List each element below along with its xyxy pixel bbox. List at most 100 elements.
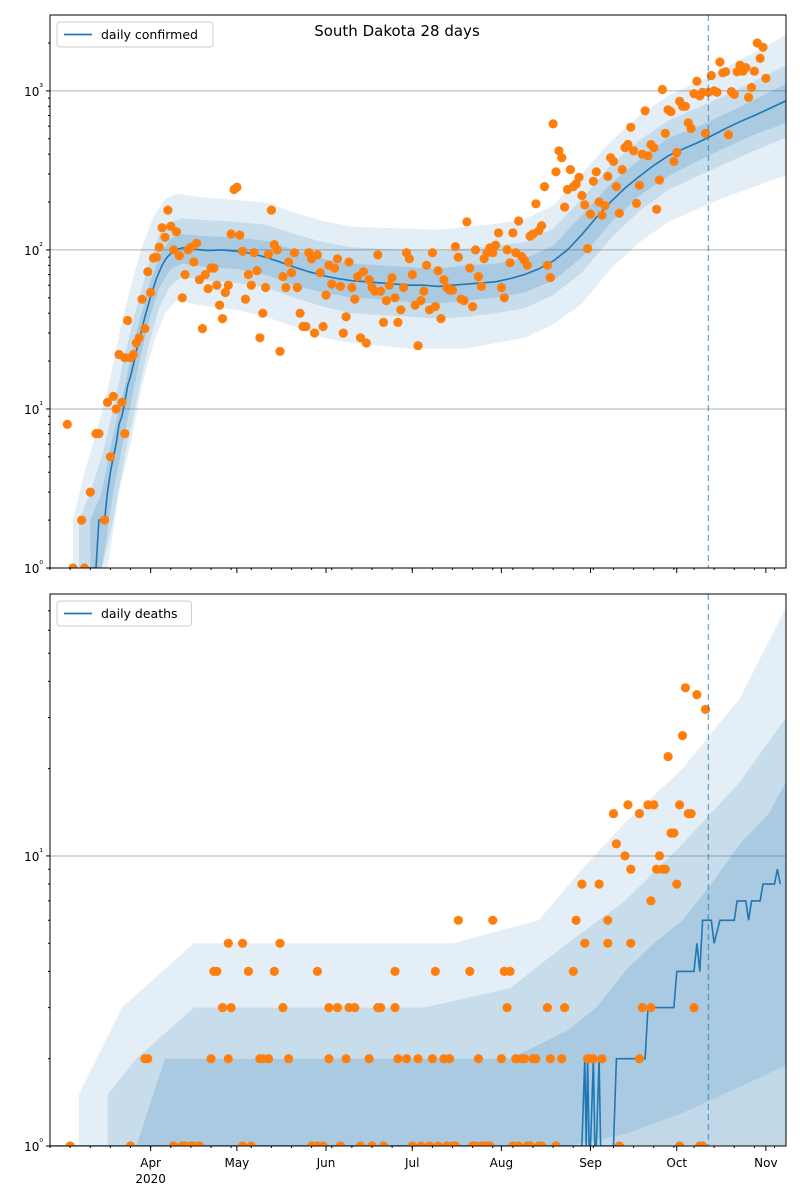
observed-point — [548, 119, 558, 129]
observed-point — [318, 321, 328, 332]
observed-point — [657, 84, 668, 95]
observed-point — [450, 1141, 460, 1146]
observed-point — [626, 938, 636, 948]
observed-point — [617, 165, 627, 175]
observed-point — [381, 296, 391, 306]
observed-point — [263, 249, 274, 259]
observed-point — [393, 317, 403, 327]
observed-point — [588, 1054, 599, 1064]
observed-point — [376, 286, 386, 296]
observed-point — [491, 240, 501, 250]
observed-point — [499, 293, 509, 303]
observed-point — [396, 305, 406, 315]
chart-title: South Dakota 28 days — [314, 22, 480, 40]
observed-point — [453, 915, 463, 925]
observed-point — [134, 333, 144, 343]
observed-point — [295, 308, 305, 318]
observed-point — [631, 198, 642, 208]
observed-point — [560, 1003, 570, 1013]
axes-frame — [49, 14, 787, 569]
observed-point — [557, 1054, 567, 1064]
observed-point — [447, 285, 458, 295]
observed-point — [62, 419, 72, 429]
observed-point — [680, 101, 691, 111]
observed-point — [424, 1141, 435, 1146]
confirmed-chart-panel: 10⁰ 10¹ 10² 10³ daily confirmed — [24, 14, 787, 576]
observed-point — [462, 217, 472, 227]
observed-point — [258, 308, 268, 318]
band-50-interval — [90, 84, 786, 568]
observed-point — [335, 281, 345, 291]
observed-point — [459, 296, 469, 306]
observed-point — [404, 254, 414, 264]
observed-point — [197, 324, 207, 334]
observed-point — [634, 180, 645, 190]
legend-label: daily deaths — [101, 606, 178, 621]
observed-point — [741, 63, 751, 73]
observed-point — [128, 349, 138, 360]
observed-point — [399, 282, 409, 293]
observed-point — [502, 1003, 512, 1013]
observed-point — [212, 280, 222, 290]
axes-frame — [49, 593, 787, 1147]
observed-point — [235, 230, 245, 240]
observed-point — [663, 752, 673, 762]
y-tick-label: 10¹ — [24, 848, 43, 864]
observed-point — [344, 257, 354, 267]
observed-point — [488, 915, 498, 925]
observed-point — [312, 250, 322, 260]
observed-point — [286, 268, 297, 278]
band-95-interval — [73, 34, 786, 568]
observed-point — [594, 879, 604, 889]
observed-point — [143, 1054, 153, 1064]
observed-point — [330, 263, 340, 273]
observed-point — [686, 123, 696, 134]
observed-point — [649, 143, 659, 153]
observed-point — [416, 296, 426, 306]
x-tick-label: Oct — [666, 1156, 687, 1170]
observed-point — [200, 270, 210, 280]
observed-point — [223, 938, 233, 948]
observed-point — [470, 245, 481, 255]
y-tick-label: 10⁰ — [24, 1138, 43, 1154]
observed-point — [629, 146, 639, 156]
observed-point — [445, 1054, 455, 1064]
x-tick-label: Jun — [316, 1156, 336, 1170]
observed-point — [715, 57, 725, 67]
band-95-interval — [78, 607, 786, 1146]
observed-point — [401, 1054, 412, 1064]
observed-point — [390, 1003, 400, 1013]
observed-point — [660, 128, 670, 138]
observed-point — [367, 1141, 377, 1146]
legend-box — [56, 21, 214, 48]
observed-point — [692, 76, 702, 86]
observed-point — [672, 147, 682, 158]
observed-point — [94, 429, 104, 439]
observed-point — [597, 1054, 607, 1064]
observed-point — [585, 209, 596, 219]
observed-point — [387, 273, 397, 283]
observed-point — [301, 321, 311, 332]
observed-point — [243, 966, 253, 977]
deaths-chart-panel: 10⁰ 10¹ Apr 2020 May Jun Jul Aug Sep Oct Nov daily … — [24, 593, 787, 1186]
observed-point — [169, 245, 179, 255]
observed-point — [358, 267, 368, 277]
observed-point — [321, 290, 331, 300]
observed-point — [611, 182, 622, 192]
observed-point — [692, 690, 702, 700]
observed-point — [761, 73, 771, 83]
observed-point — [473, 1054, 483, 1064]
observed-point — [166, 221, 176, 231]
observed-point — [338, 328, 348, 338]
observed-point — [496, 282, 506, 293]
observed-point — [180, 270, 190, 280]
observed-point — [117, 397, 127, 407]
observed-point — [220, 287, 230, 298]
plot-area — [62, 34, 786, 568]
observed-point — [364, 275, 374, 285]
observed-point — [643, 151, 653, 161]
observed-point — [669, 828, 679, 838]
y-tick-label: 10² — [24, 242, 43, 258]
observed-point — [652, 204, 662, 214]
observed-point — [68, 563, 78, 568]
